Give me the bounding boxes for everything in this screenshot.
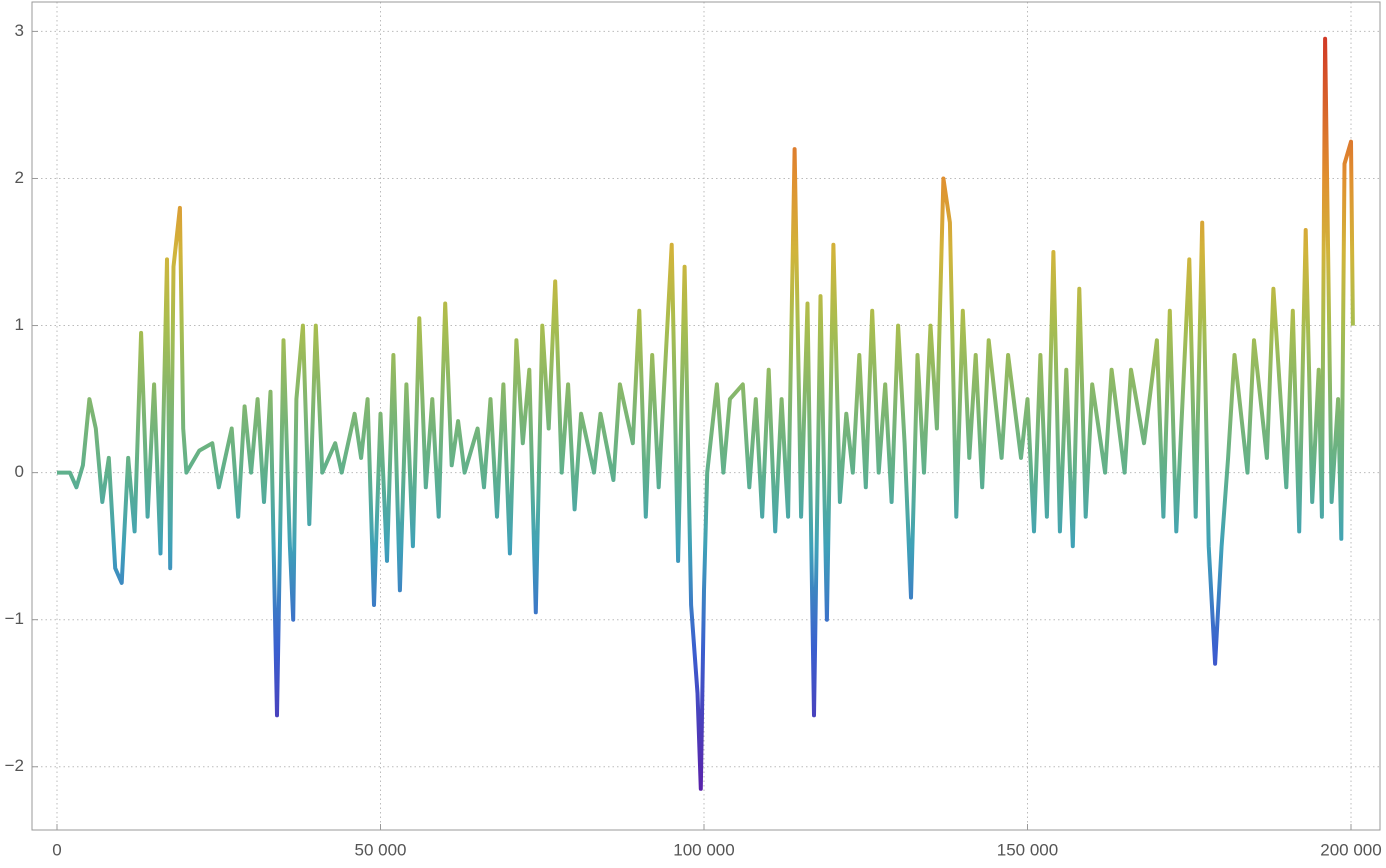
x-tick-label: 100 000: [673, 840, 734, 859]
y-tick-label: 1: [15, 315, 24, 334]
y-tick-label: 0: [15, 462, 24, 481]
x-tick-label: 50 000: [355, 840, 407, 859]
x-tick-label: 150 000: [997, 840, 1058, 859]
data-line: [57, 36, 1355, 791]
y-tick-label: 2: [15, 168, 24, 187]
x-tick-label: 0: [52, 840, 61, 859]
plot-frame: [31, 1, 1381, 831]
y-tick-label: −1: [5, 609, 24, 628]
y-tick-label: 3: [15, 21, 24, 40]
y-tick-label: −2: [5, 756, 24, 775]
x-tick-label: 200 000: [1320, 840, 1381, 859]
